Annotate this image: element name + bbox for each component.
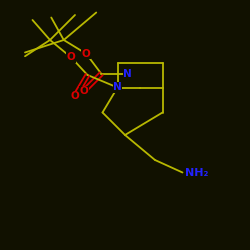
Text: O: O [80, 86, 88, 96]
Text: O: O [67, 52, 76, 62]
Text: N: N [123, 69, 132, 79]
Text: O: O [82, 49, 90, 59]
Text: O: O [71, 91, 80, 101]
Text: N: N [113, 82, 122, 92]
Text: NH₂: NH₂ [186, 168, 209, 177]
